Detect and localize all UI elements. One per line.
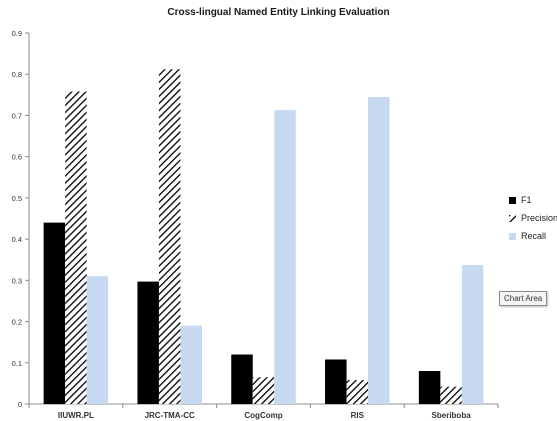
bar-f1-ris — [325, 359, 347, 404]
bars — [43, 69, 484, 405]
bar-recall-ris — [368, 96, 390, 405]
legend-label-recall: Recall — [521, 231, 547, 241]
chart-title: Cross-lingual Named Entity Linking Evalu… — [167, 7, 390, 18]
y-tick-label: 0.5 — [12, 194, 22, 203]
y-axis: 0 0.1 0.2 0.3 0.4 0.5 0.6 0.7 0.8 0.9 — [12, 29, 30, 409]
x-tick-label: IIUWR.PL — [58, 411, 94, 420]
y-tick-label: 0.6 — [12, 153, 22, 162]
bar-precision-jrc-tma-cc — [158, 69, 181, 404]
x-tick-label: CogComp — [244, 411, 282, 420]
bar-precision-sberiboba — [440, 386, 462, 404]
bar-recall-iiuwr.pl — [86, 276, 109, 404]
y-tick-label: 0.7 — [12, 111, 22, 120]
bar-recall-sberiboba — [461, 265, 484, 404]
x-tick-label: JRC-TMA-CC — [145, 411, 195, 420]
bar-precision-ris — [346, 380, 369, 404]
bar-f1-jrc-tma-cc — [137, 281, 159, 404]
legend-swatch-precision — [509, 214, 516, 222]
legend-item-recall: Recall — [509, 227, 557, 245]
bar-f1-sberiboba — [418, 371, 441, 404]
legend-item-precision: Precision — [509, 209, 557, 227]
legend-swatch-f1 — [509, 196, 516, 204]
legend-swatch-recall — [509, 232, 516, 240]
legend-label-precision: Precision — [521, 213, 557, 223]
bar-precision-iiuwr.pl — [65, 91, 87, 404]
y-tick-label: 0.8 — [12, 70, 22, 79]
y-tick-label: 0 — [18, 400, 22, 409]
y-tick-label: 0.4 — [12, 235, 22, 244]
bar-precision-cogcomp — [252, 377, 275, 404]
y-tick-label: 0.9 — [12, 29, 22, 38]
x-axis: IIUWR.PL JRC-TMA-CC CogComp RIS Sberiboba — [28, 403, 499, 420]
legend: F1 Precision Recall — [509, 191, 557, 245]
y-tick-label: 0.1 — [12, 359, 22, 368]
y-tick-label: 0.3 — [12, 276, 22, 285]
bar-recall-jrc-tma-cc — [180, 325, 202, 404]
y-tick-label: 0.2 — [12, 318, 22, 327]
bar-f1-iiuwr.pl — [43, 222, 66, 404]
x-tick-label: Sberiboba — [432, 411, 472, 420]
bar-f1-cogcomp — [231, 354, 253, 404]
legend-label-f1: F1 — [521, 195, 532, 205]
legend-item-f1: F1 — [509, 191, 557, 209]
bar-recall-cogcomp — [274, 110, 296, 404]
x-tick-label: RIS — [351, 411, 365, 420]
chart-area-tooltip: Chart Area — [499, 291, 548, 306]
